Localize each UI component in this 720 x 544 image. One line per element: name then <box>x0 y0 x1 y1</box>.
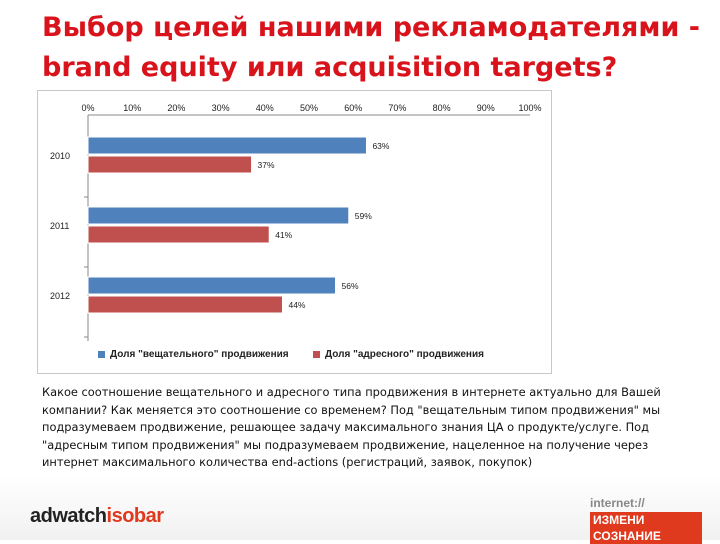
legend-swatch-broadcast <box>98 350 105 358</box>
internet-logo: internet:// ИЗМЕНИ СОЗНАНИЕ <box>590 496 702 544</box>
description-text: Какое соотношение вещательного и адресно… <box>42 385 661 469</box>
bar <box>87 136 367 155</box>
internet-logo-top: internet:// <box>590 496 645 510</box>
x-tick-label: 50% <box>300 103 318 113</box>
x-tick-label: 10% <box>123 103 141 113</box>
bar-chart: 0% 10% 20% 30% 40% 50% 60% 70% 80% 90% 100% 2010 63%… <box>37 90 552 374</box>
x-tick-label: 40% <box>256 103 274 113</box>
data-label: 59% <box>355 211 372 221</box>
x-tick-label: 80% <box>433 103 451 113</box>
internet-logo-bottom: ИЗМЕНИ СОЗНАНИЕ <box>590 512 702 544</box>
data-label: 37% <box>258 160 275 170</box>
logo-part-isobar: isobar <box>106 505 165 527</box>
data-label: 44% <box>288 300 305 310</box>
bar <box>87 155 253 174</box>
data-label: 63% <box>372 141 389 151</box>
x-tick-label: 20% <box>167 103 185 113</box>
data-label: 56% <box>342 281 359 291</box>
legend-item-targeted: Доля "адресного" продвижения <box>313 349 484 360</box>
y-category-label: 2012 <box>50 291 70 301</box>
x-tick-label: 100% <box>518 103 541 113</box>
x-tick-label: 60% <box>344 103 362 113</box>
chart-legend: Доля "вещательного" продвижения Доля "ад… <box>98 349 548 367</box>
title-line-1: Выбор целей нашими рекламодателями - <box>42 12 700 43</box>
y-category-label: 2010 <box>50 151 70 161</box>
title-line-2: brand equity или acquisition targets? <box>42 52 618 83</box>
x-tick-label: 90% <box>477 103 495 113</box>
x-tick-label: 70% <box>388 103 406 113</box>
x-tick-label: 30% <box>212 103 230 113</box>
legend-label-broadcast: Доля "вещательного" продвижения <box>110 349 289 360</box>
y-category-label: 2011 <box>50 221 69 231</box>
bar <box>87 206 350 225</box>
slide-title: Выбор целей нашими рекламодателями - bra… <box>42 8 702 88</box>
legend-swatch-targeted <box>313 350 320 358</box>
logo-part-adwatch: adwatch <box>30 505 107 527</box>
bar <box>87 225 270 244</box>
legend-label-targeted: Доля "адресного" продвижения <box>325 349 484 360</box>
data-label: 41% <box>275 230 292 240</box>
bar <box>87 295 283 314</box>
x-tick-label: 0% <box>81 103 94 113</box>
adwatch-isobar-logo: adwatchisobar <box>30 505 164 528</box>
bar <box>87 276 337 295</box>
chart-canvas: 0% 10% 20% 30% 40% 50% 60% 70% 80% 90% 100% 2010 63%… <box>50 103 542 341</box>
legend-item-broadcast: Доля "вещательного" продвижения <box>98 349 289 360</box>
